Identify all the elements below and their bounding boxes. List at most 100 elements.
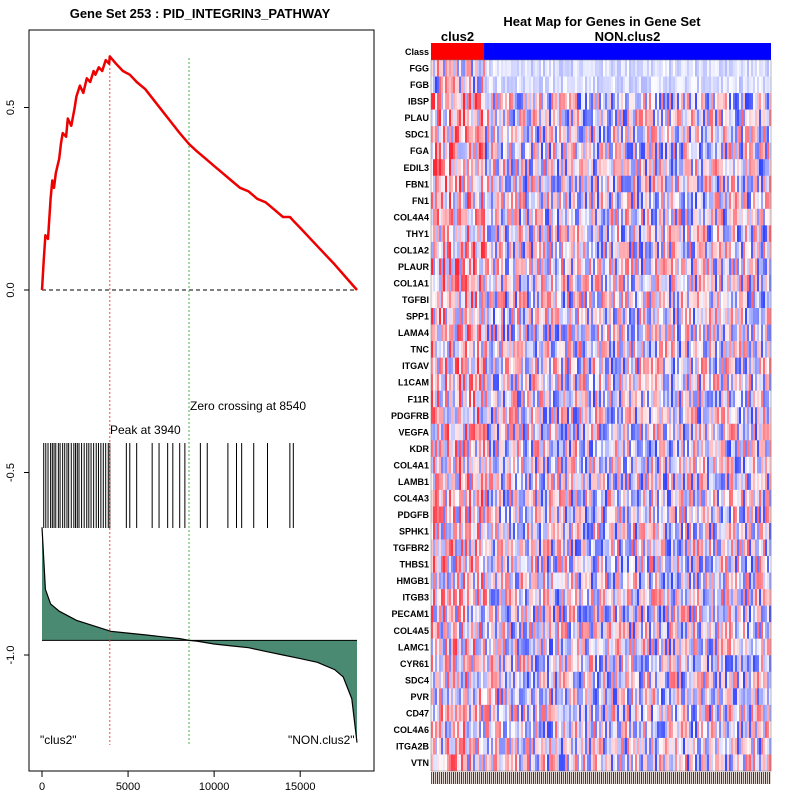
heatmap-cell: [733, 192, 736, 210]
heatmap-cell: [673, 159, 676, 177]
heatmap-cell: [559, 76, 562, 94]
heatmap-cell: [589, 109, 592, 127]
heatmap-cell: [587, 159, 590, 177]
heatmap-cell: [435, 175, 438, 193]
heatmap-cell: [641, 126, 644, 143]
heatmap-cell: [745, 407, 748, 425]
heatmap-cell: [475, 357, 478, 375]
heatmap-cell: [519, 225, 522, 243]
heatmap-cell: [439, 423, 442, 441]
heatmap-cell: [667, 357, 670, 375]
heatmap-cell: [699, 357, 702, 375]
heatmap-cell: [661, 440, 664, 458]
heatmap-cell: [661, 506, 664, 524]
heatmap-cell: [475, 175, 478, 193]
heatmap-cell: [719, 291, 722, 309]
heatmap-cell: [661, 291, 664, 309]
heatmap-cell: [627, 522, 630, 540]
heatmap-cell: [705, 76, 708, 94]
heatmap-cell: [643, 456, 646, 474]
heatmap-cell: [715, 341, 718, 358]
heatmap-cell: [575, 423, 578, 441]
heatmap-cell: [655, 258, 658, 276]
heatmap-cell: [443, 357, 446, 375]
heatmap-cell: [751, 159, 754, 177]
heatmap-cell: [739, 291, 742, 309]
heatmap-cell: [683, 308, 686, 325]
heatmap-cell: [689, 291, 692, 309]
heatmap-cell: [699, 489, 702, 507]
heatmap-cell: [745, 208, 748, 226]
heatmap-cell: [739, 225, 742, 243]
x-tick-label: 15000: [285, 781, 316, 793]
heatmap-cell: [719, 357, 722, 375]
heatmap-cell: [579, 159, 582, 177]
heatmap-cell: [493, 357, 496, 375]
heatmap-cell: [759, 407, 762, 425]
heatmap-cell: [431, 522, 434, 540]
heatmap-cell: [509, 374, 512, 391]
heatmap-cell: [725, 258, 728, 276]
heatmap-cell: [513, 208, 516, 226]
heatmap-cell: [553, 126, 556, 143]
heatmap-cell: [535, 390, 538, 408]
heatmap-cell: [651, 407, 654, 425]
heatmap-cell: [659, 357, 662, 375]
heatmap-cell: [521, 76, 524, 94]
heatmap-cell: [717, 324, 720, 342]
class-row-label: Class: [405, 47, 429, 57]
heatmap-cell: [765, 93, 768, 110]
heatmap-cell: [515, 93, 518, 110]
heatmap-cell: [715, 192, 718, 210]
heatmap-cell: [465, 390, 468, 408]
heatmap-cell: [633, 208, 636, 226]
heatmap-cell: [517, 208, 520, 226]
heatmap-cell: [619, 308, 622, 325]
heatmap-cell: [607, 225, 610, 243]
heatmap-cell: [493, 175, 496, 193]
heatmap-cell: [621, 357, 624, 375]
heatmap-cell: [655, 291, 658, 309]
heatmap-cell: [537, 374, 540, 391]
heatmap-cell: [735, 258, 738, 276]
heatmap-cell: [529, 390, 532, 408]
heatmap-cell: [621, 489, 624, 507]
heatmap-cell: [497, 225, 500, 243]
heatmap-cell: [533, 258, 536, 276]
heatmap-cell: [583, 142, 586, 160]
heatmap-cell: [677, 76, 680, 94]
heatmap-cell: [547, 456, 550, 474]
heatmap-cell: [705, 506, 708, 524]
heatmap-cell: [545, 76, 548, 94]
heatmap-cell: [605, 308, 608, 325]
heatmap-cell: [467, 76, 470, 94]
heatmap-cell: [631, 390, 634, 408]
heatmap-cell: [625, 390, 628, 408]
heatmap-cell: [491, 60, 494, 77]
heatmap-cell: [741, 109, 744, 127]
heatmap-cell: [685, 192, 688, 210]
heatmap-cell: [749, 208, 752, 226]
heatmap-cell: [565, 357, 568, 375]
heatmap-cell: [629, 225, 632, 243]
heatmap-cell: [701, 374, 704, 391]
heatmap-cell: [591, 473, 594, 491]
heatmap-cell: [499, 93, 502, 110]
heatmap-cell: [581, 456, 584, 474]
heatmap-cell: [517, 407, 520, 425]
heatmap-cell: [717, 126, 720, 143]
heatmap-cell: [527, 76, 530, 94]
heatmap-cell: [737, 423, 740, 441]
heatmap-cell: [585, 241, 588, 259]
heatmap-cell: [677, 225, 680, 243]
heatmap-cell: [665, 93, 668, 110]
heatmap-cell: [747, 506, 750, 524]
heatmap-cell: [513, 241, 516, 259]
heatmap-cell: [703, 60, 706, 77]
heatmap-cell: [509, 159, 512, 177]
heatmap-cell: [589, 192, 592, 210]
heatmap-cell: [609, 357, 612, 375]
heatmap-cell: [555, 241, 558, 259]
heatmap-cell: [731, 308, 734, 325]
heatmap-cell: [535, 258, 538, 276]
